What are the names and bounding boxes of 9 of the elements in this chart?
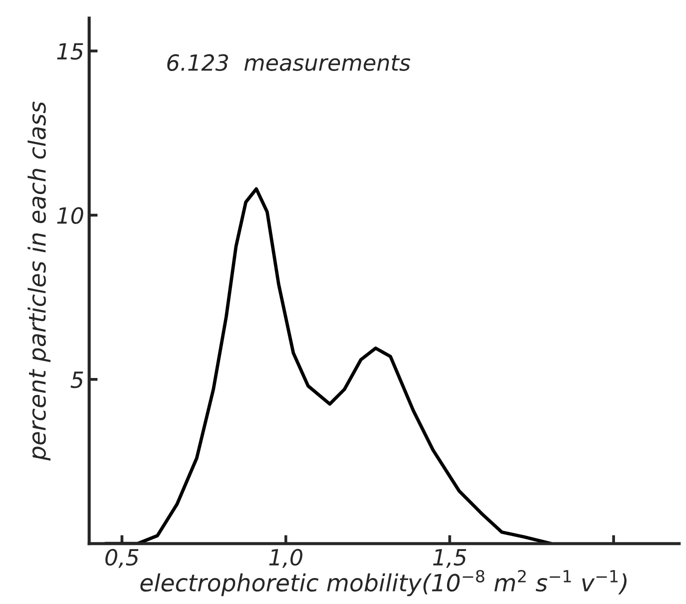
y-axis-title: percent particles in each class: [28, 102, 50, 461]
x-tick-label: 0,5: [105, 548, 138, 568]
y-tick-label: 10: [57, 207, 84, 224]
x-tick-label: 1,5: [433, 549, 466, 568]
text: electrophoretic mobility(10$^{−8}$ m$^{2}$ s$^{−1}$ v$^{−1}$): [140, 570, 627, 596]
x-tick-label: 1,0: [269, 548, 302, 568]
annotation: 6.123 measurements: [167, 54, 410, 71]
y-tick-label: 5: [70, 372, 84, 388]
y-tick-label: 15: [57, 43, 84, 60]
